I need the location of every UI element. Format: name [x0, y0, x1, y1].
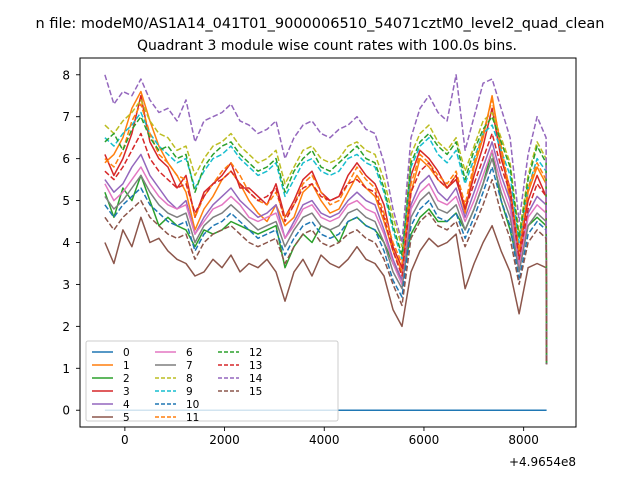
x-tick-label: 6000 [409, 433, 440, 447]
x-tick-label: 2000 [209, 433, 240, 447]
series-line-6 [104, 149, 548, 365]
legend-label-9: 9 [186, 386, 193, 398]
y-tick-label: 0 [62, 404, 70, 418]
series-line-8 [104, 99, 548, 365]
series-line-15 [104, 178, 548, 365]
y-tick-label: 8 [62, 68, 70, 82]
legend-label-10: 10 [186, 399, 199, 411]
chart-title: Quadrant 3 module wise count rates with … [137, 38, 517, 54]
y-tick-label: 6 [62, 152, 70, 166]
series-line-13 [104, 132, 548, 365]
x-axis: 0 2000 4000 6000 8000 [121, 427, 539, 447]
figure-suptitle: n file: modeM0/AS1A14_041T01_9000006510_… [36, 16, 605, 32]
legend-label-8: 8 [186, 373, 193, 385]
y-tick-label: 3 [62, 278, 70, 292]
x-tick-label: 0 [121, 433, 129, 447]
series-line-4 [104, 141, 548, 365]
y-tick-label: 2 [62, 320, 70, 334]
legend-frame [85, 340, 339, 422]
series-line-5 [104, 216, 548, 365]
legend-label-2: 2 [123, 373, 130, 385]
series-line-10 [104, 166, 548, 365]
series-line-9 [104, 111, 548, 365]
legend-label-6: 6 [186, 347, 193, 359]
y-tick-label: 4 [62, 236, 70, 250]
x-tick-label: 8000 [508, 433, 539, 447]
legend-label-15: 15 [249, 386, 262, 398]
x-tick-label: 4000 [309, 433, 340, 447]
series-line-12 [104, 115, 548, 365]
legend-label-4: 4 [123, 399, 130, 411]
y-tick-label: 1 [62, 362, 70, 376]
series-line-14 [104, 74, 548, 365]
plot-lines [104, 74, 548, 411]
legend-label-13: 13 [249, 360, 262, 372]
y-axis: 0 1 2 3 4 5 6 7 8 [62, 68, 80, 418]
legend-label-1: 1 [123, 360, 130, 372]
x-axis-offset-label: +4.9654e8 [509, 455, 576, 469]
series-line-1 [104, 90, 548, 365]
legend-label-11: 11 [186, 412, 199, 424]
series-line-7 [104, 157, 548, 365]
series-line-11 [104, 99, 548, 365]
legend-label-12: 12 [249, 347, 262, 359]
legend-label-7: 7 [186, 360, 193, 372]
legend-label-5: 5 [123, 412, 130, 424]
legend-label-3: 3 [123, 386, 130, 398]
legend-label-14: 14 [249, 373, 263, 385]
y-tick-label: 7 [62, 110, 70, 124]
legend-label-0: 0 [123, 347, 130, 359]
y-tick-label: 5 [62, 194, 70, 208]
